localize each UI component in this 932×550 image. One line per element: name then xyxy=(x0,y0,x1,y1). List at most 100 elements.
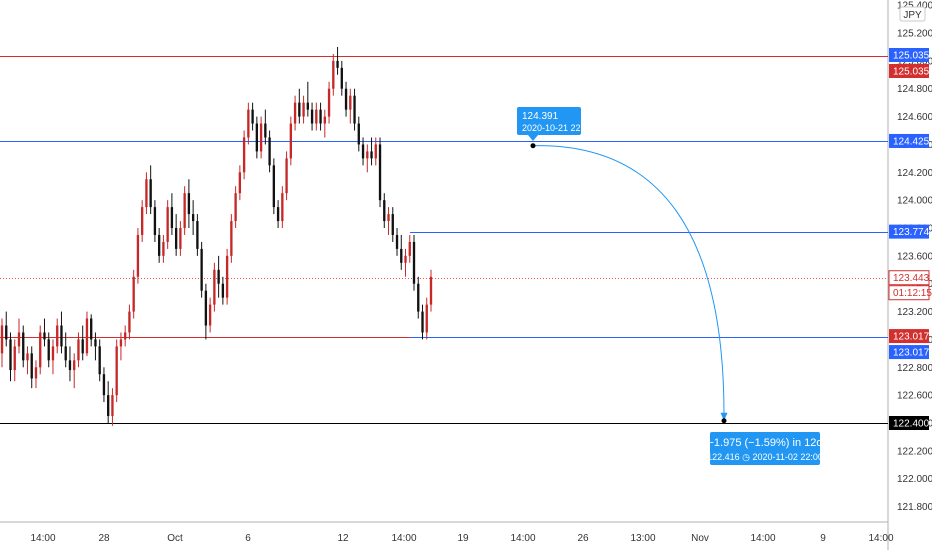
candle-body xyxy=(361,144,365,159)
candle xyxy=(34,360,38,389)
candle-body xyxy=(196,221,199,249)
candle xyxy=(98,339,101,382)
candle xyxy=(289,116,292,166)
candle-body xyxy=(395,234,399,249)
candle xyxy=(170,193,174,235)
x-tick-label: 9 xyxy=(820,533,826,544)
projection-curve xyxy=(532,145,725,415)
candle-body xyxy=(268,137,271,166)
candle xyxy=(327,81,331,124)
candle-body xyxy=(404,255,407,263)
candle xyxy=(174,214,178,256)
candle xyxy=(179,221,182,256)
candle-body xyxy=(9,339,12,371)
candle xyxy=(323,109,326,138)
price-tag-bg xyxy=(888,270,930,286)
price-tag-bg xyxy=(889,329,929,344)
countdown-tag-text: 01:12:15 xyxy=(893,288,932,299)
candle xyxy=(204,283,208,340)
candle-body xyxy=(5,325,8,340)
projection-start-point[interactable] xyxy=(530,143,536,149)
candle-body xyxy=(374,144,377,159)
candle xyxy=(242,130,246,180)
candle xyxy=(26,346,29,375)
candle-body xyxy=(200,248,203,291)
candle xyxy=(276,200,280,229)
y-tick-label: 121.800 xyxy=(897,502,932,513)
candle-body xyxy=(90,318,93,340)
candle-body xyxy=(34,367,38,379)
candle xyxy=(340,60,343,96)
end-callout-summary: −1.975 (−1.59%) in 12d xyxy=(708,437,823,449)
candle xyxy=(51,339,55,375)
horizontal-levels xyxy=(0,56,888,424)
candle-body xyxy=(153,207,157,235)
price-tag-123.017: 123.017 xyxy=(889,345,930,360)
price-tag-123.017: 123.017 xyxy=(889,329,930,344)
candle-body xyxy=(327,88,331,117)
time-axis[interactable]: 14:00 28 Oct 6 12 14:00 19 14:00 26 13:00 Nov 14:00… xyxy=(30,533,893,544)
candle xyxy=(400,234,403,270)
x-tick-label: 26 xyxy=(577,533,589,544)
candle xyxy=(22,325,25,368)
candle-body xyxy=(162,241,165,256)
candle xyxy=(251,102,254,131)
candle-body xyxy=(107,395,110,417)
candle-body xyxy=(242,137,246,173)
candle xyxy=(429,269,433,312)
candle-body xyxy=(183,193,186,229)
candle-body xyxy=(289,123,292,159)
candle xyxy=(344,81,348,117)
candle-body xyxy=(336,60,339,68)
candle xyxy=(349,88,352,124)
candle-body xyxy=(17,332,21,347)
candle xyxy=(187,179,191,229)
y-tick-label: 123.600 xyxy=(897,251,932,262)
start-callout-bg xyxy=(517,107,581,135)
candle xyxy=(238,165,242,201)
x-tick-label: 14:00 xyxy=(30,533,55,544)
y-tick-label: 124.000 xyxy=(897,196,932,207)
x-tick-label: 14:00 xyxy=(391,533,416,544)
candlestick-series xyxy=(0,46,433,426)
x-tick-label: 14:00 xyxy=(510,533,535,544)
candle xyxy=(421,304,424,340)
candle xyxy=(90,314,93,347)
candle xyxy=(361,137,365,166)
candle-body xyxy=(332,60,335,89)
candle xyxy=(128,304,131,340)
candle xyxy=(366,144,369,173)
candle xyxy=(408,234,411,263)
price-tag-bg xyxy=(889,64,929,78)
candle xyxy=(153,200,157,242)
candle-body xyxy=(56,325,59,347)
price-tag-text: 125.035 xyxy=(893,67,930,78)
candle-body xyxy=(47,339,50,361)
candle xyxy=(374,137,377,166)
candle-body xyxy=(39,332,42,368)
projection-end-point[interactable] xyxy=(721,418,727,424)
candle xyxy=(353,88,356,131)
candle xyxy=(417,276,420,319)
candle xyxy=(217,255,220,298)
candle-body xyxy=(378,144,382,201)
candle-body xyxy=(128,311,131,333)
candle-body xyxy=(174,228,178,249)
projection-end-callout[interactable]: −1.975 (−1.59%) in 12d 122.416 ◷ 2020-11-… xyxy=(707,432,823,465)
x-tick-label: 13:00 xyxy=(630,533,655,544)
y-tick-label: 124.600 xyxy=(897,112,932,123)
candle-body xyxy=(149,179,152,208)
candle xyxy=(259,116,263,159)
price-tag-bg xyxy=(889,416,929,430)
y-tick-label: 122.000 xyxy=(897,474,932,485)
start-callout-pointer xyxy=(528,135,538,141)
candle xyxy=(136,228,140,284)
candle xyxy=(200,241,203,298)
candle-body xyxy=(353,95,356,124)
candle xyxy=(281,186,284,229)
candle xyxy=(68,346,72,382)
candle-body xyxy=(370,151,373,159)
